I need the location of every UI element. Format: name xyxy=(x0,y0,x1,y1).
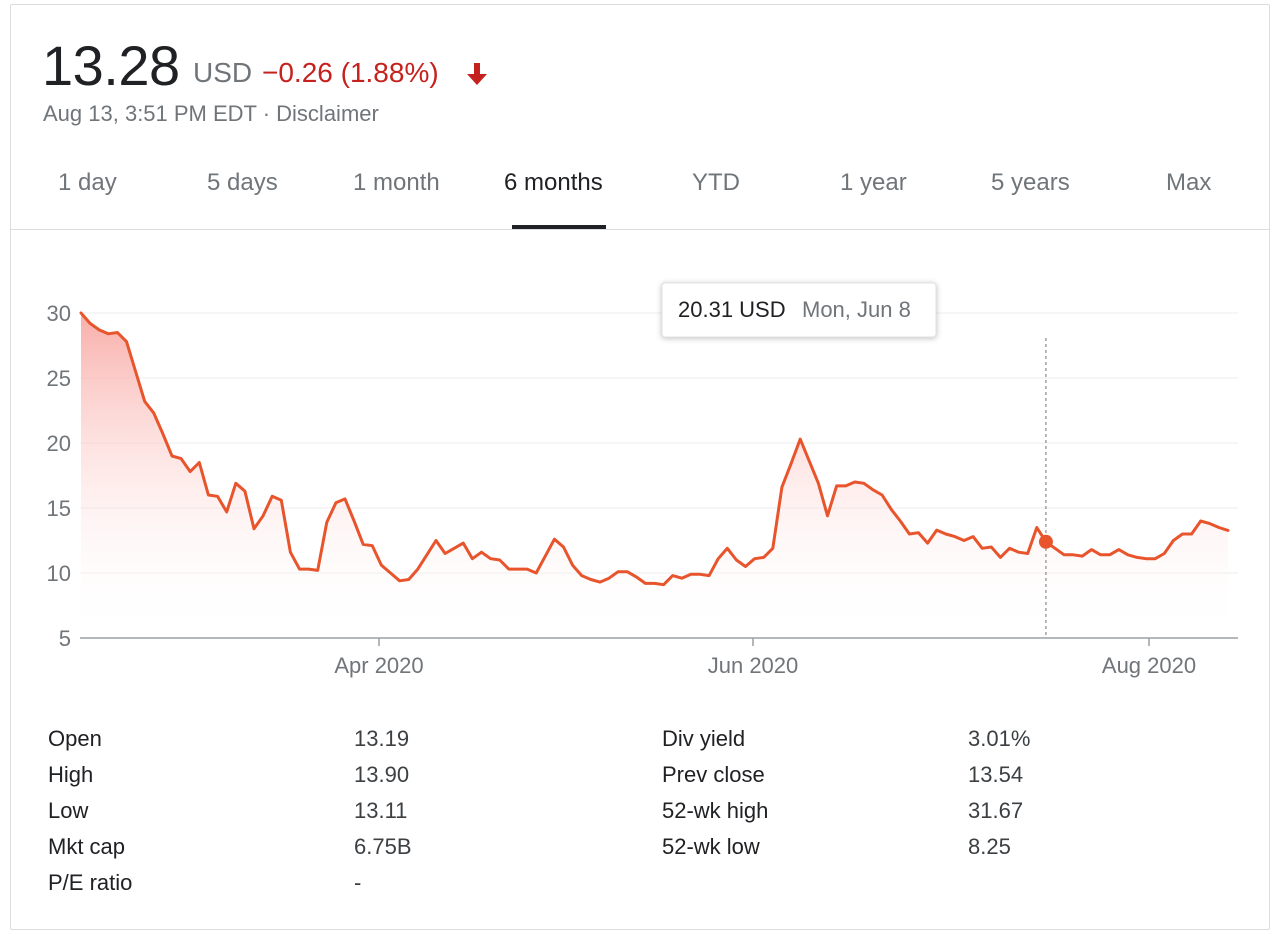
stat-52wk-low-value: 8.25 xyxy=(968,834,1011,859)
stat-prev-close-value: 13.54 xyxy=(968,762,1024,787)
stat-open-value: 13.19 xyxy=(354,726,410,751)
price-change: −0.26 (1.88%) xyxy=(262,57,439,88)
stat-mkt-cap-label: Mkt cap xyxy=(48,834,126,859)
y-tick-label: 5 xyxy=(59,626,71,651)
tab-5-years[interactable]: 5 years xyxy=(991,169,1070,196)
stat-low-label: Low xyxy=(48,798,89,823)
stat-52wk-high-label: 52-wk high xyxy=(662,798,769,823)
down-arrow-icon xyxy=(467,63,487,85)
range-tabs: 1 day 5 days 1 month 6 months YTD 1 year… xyxy=(10,150,1270,230)
tab-1-month[interactable]: 1 month xyxy=(353,169,440,196)
price-line xyxy=(79,311,1230,587)
stat-high-label: High xyxy=(48,762,94,787)
tab-ytd[interactable]: YTD xyxy=(692,169,740,196)
stat-div-yield-label: Div yield xyxy=(662,726,746,751)
x-tick-label: Jun 2020 xyxy=(708,653,799,678)
currency-label: USD xyxy=(193,57,253,88)
hover-point xyxy=(1038,534,1053,549)
stat-52wk-high-value: 31.67 xyxy=(968,798,1024,823)
finance-card xyxy=(10,4,1270,930)
tooltip-date: Mon, Jun 8 xyxy=(802,297,911,322)
tab-1-day[interactable]: 1 day xyxy=(58,169,117,196)
stat-mkt-cap-value: 6.75B xyxy=(354,834,412,859)
stat-pe-ratio-value: - xyxy=(354,870,362,895)
y-tick-label: 30 xyxy=(47,301,71,326)
x-tick-label: Apr 2020 xyxy=(334,653,423,678)
tab-1-year[interactable]: 1 year xyxy=(840,169,907,196)
tab-max[interactable]: Max xyxy=(1166,169,1212,196)
tab-6-months[interactable]: 6 months xyxy=(504,169,603,196)
price-chart[interactable]: 30 25 20 15 10 5 Apr 2020 Jun 2020 Aug 2020 20.3… xyxy=(0,0,1278,700)
active-tab-indicator xyxy=(512,225,606,229)
stat-52wk-low-label: 52-wk low xyxy=(662,834,760,859)
y-tick-label: 20 xyxy=(47,431,71,456)
quote-timestamp: Aug 13, 3:51 PM EDT · xyxy=(43,101,277,126)
tooltip-value: 20.31 USD xyxy=(678,297,786,322)
x-tick-label: Aug 2020 xyxy=(1102,653,1196,678)
stat-low-value: 13.11 xyxy=(354,798,408,823)
y-tick-label: 25 xyxy=(47,366,71,391)
tab-5-days[interactable]: 5 days xyxy=(207,169,278,196)
stat-div-yield-value: 3.01% xyxy=(968,726,1031,751)
price-area-fill xyxy=(81,313,1228,638)
y-tick-label: 15 xyxy=(47,496,71,521)
quote-timestamp-line: Aug 13, 3:51 PM EDT · Disclaimer xyxy=(43,100,379,128)
disclaimer-link[interactable]: Disclaimer xyxy=(276,101,379,126)
current-price: 13.28 xyxy=(42,34,180,97)
stat-pe-ratio-label: P/E ratio xyxy=(48,870,133,895)
stat-high-value: 13.90 xyxy=(354,762,410,787)
stat-prev-close-label: Prev close xyxy=(662,762,765,787)
tooltip: 20.31 USD Mon, Jun 8 xyxy=(661,282,937,338)
y-tick-label: 10 xyxy=(47,561,71,586)
stat-open-label: Open xyxy=(48,726,102,751)
